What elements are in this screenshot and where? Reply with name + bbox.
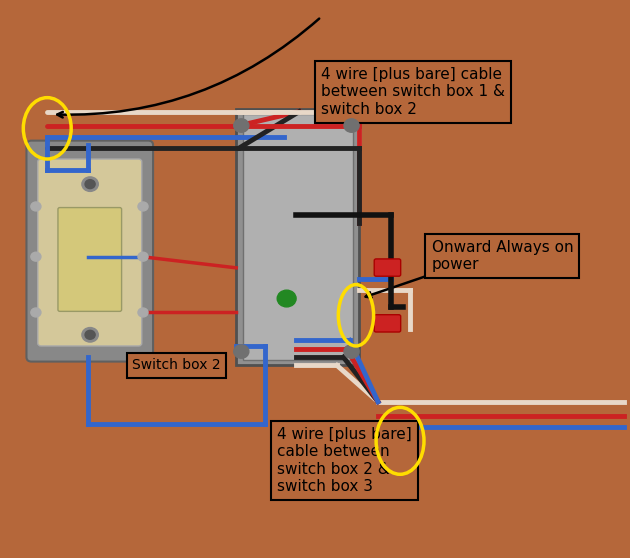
Text: Switch box 2: Switch box 2: [132, 358, 220, 373]
Text: 4 wire [plus bare] cable
between switch box 1 &
switch box 2: 4 wire [plus bare] cable between switch …: [321, 67, 505, 117]
Text: Onward Always on
power: Onward Always on power: [432, 240, 573, 272]
Circle shape: [234, 345, 249, 358]
Circle shape: [82, 328, 98, 342]
FancyBboxPatch shape: [58, 208, 122, 311]
Circle shape: [31, 308, 41, 317]
Circle shape: [344, 345, 359, 358]
Circle shape: [277, 290, 296, 307]
Circle shape: [138, 202, 148, 211]
Circle shape: [344, 119, 359, 132]
Circle shape: [82, 177, 98, 191]
Circle shape: [85, 180, 95, 189]
Circle shape: [31, 252, 41, 261]
Circle shape: [85, 330, 95, 339]
Circle shape: [138, 308, 148, 317]
FancyBboxPatch shape: [374, 259, 401, 276]
Text: 4 wire [plus bare]
cable between
switch box 2 &
switch box 3: 4 wire [plus bare] cable between switch …: [277, 427, 412, 494]
FancyBboxPatch shape: [26, 141, 153, 362]
FancyBboxPatch shape: [38, 159, 142, 346]
FancyBboxPatch shape: [374, 315, 401, 332]
FancyBboxPatch shape: [236, 109, 359, 365]
Circle shape: [234, 119, 249, 132]
Circle shape: [138, 252, 148, 261]
FancyBboxPatch shape: [243, 114, 353, 360]
Circle shape: [31, 202, 41, 211]
